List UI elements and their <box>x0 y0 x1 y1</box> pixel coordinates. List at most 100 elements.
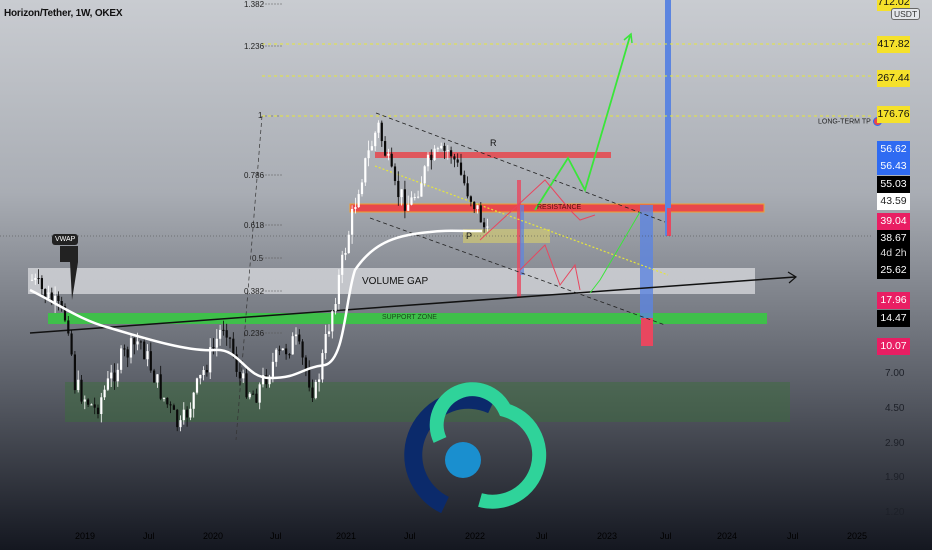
candle <box>344 253 347 255</box>
candle <box>360 182 364 195</box>
price-scale-label: 1.20 <box>885 507 905 518</box>
candle <box>288 354 291 356</box>
blue-vertical-bar <box>640 205 653 320</box>
candle <box>298 334 301 342</box>
candle <box>129 338 133 358</box>
resistance-zone <box>349 203 765 213</box>
candle <box>156 374 159 383</box>
candle <box>384 141 387 156</box>
candle <box>265 375 268 385</box>
candle <box>341 254 344 275</box>
time-axis-label: 2025 <box>847 531 868 541</box>
horizen-logo <box>445 442 481 478</box>
candle <box>77 379 80 391</box>
candle <box>189 408 192 418</box>
candle <box>73 354 76 391</box>
candle <box>443 145 446 151</box>
time-axis-label: 2019 <box>75 531 96 541</box>
candle <box>123 348 126 350</box>
bullish-arrow-head <box>623 32 633 44</box>
fib-label: 0.618 <box>244 221 265 230</box>
price-scale-label: 1.90 <box>885 472 905 483</box>
candle <box>106 378 109 390</box>
candle <box>34 278 37 280</box>
candle <box>466 183 469 197</box>
price-tag: 56.43 <box>877 158 910 175</box>
candle <box>40 278 43 290</box>
price-tag: 17.96 <box>877 292 910 309</box>
candle <box>486 226 489 228</box>
candle <box>403 189 406 211</box>
fib-label: 1.236 <box>244 42 265 51</box>
candle <box>44 289 47 299</box>
candle <box>426 154 430 167</box>
candle <box>87 399 90 405</box>
candle <box>63 306 67 321</box>
fib-label: 1.382 <box>244 0 265 9</box>
candle <box>469 196 472 202</box>
yellow-trend-line <box>374 165 669 276</box>
candle <box>219 329 222 339</box>
currency-button[interactable]: USDT <box>891 8 921 20</box>
candle <box>83 399 86 402</box>
price-tag: 14.47 <box>877 310 910 327</box>
price-scale-label: 4.50 <box>885 403 905 414</box>
candle <box>146 351 149 360</box>
candle <box>473 201 476 210</box>
candle <box>248 393 251 398</box>
candle <box>60 300 63 307</box>
candle <box>304 357 307 370</box>
candle <box>436 148 439 150</box>
candle <box>149 351 152 371</box>
candle <box>235 354 238 372</box>
candle <box>281 348 284 351</box>
candle <box>357 194 360 208</box>
candle <box>291 336 294 355</box>
candle <box>93 404 96 408</box>
candle <box>314 381 317 398</box>
r-label: R <box>490 138 497 148</box>
candle <box>324 334 327 354</box>
resistance-label: RESISTANCE <box>537 204 582 211</box>
red-vertical-bar <box>667 208 671 236</box>
candle <box>294 334 298 337</box>
candle <box>96 407 100 415</box>
candle <box>113 372 116 382</box>
price-tag: 25.62 <box>877 262 910 279</box>
candle <box>440 145 443 149</box>
candle <box>308 369 311 388</box>
candle <box>318 379 321 382</box>
candle <box>199 374 202 379</box>
candle <box>463 174 466 184</box>
symbol-title: Horizon/Tether, 1W, OKEX <box>4 8 123 19</box>
candle <box>195 378 199 393</box>
price-scale-label: 2.90 <box>885 438 905 449</box>
price-tag: 4d 2h <box>877 245 910 262</box>
candle <box>182 409 185 421</box>
candle <box>446 150 449 152</box>
candle <box>311 387 314 398</box>
candle <box>476 205 479 210</box>
candle <box>166 397 169 405</box>
candle <box>54 295 57 304</box>
candle <box>50 292 53 304</box>
channel-top <box>375 112 666 223</box>
time-axis-label: Jul <box>660 531 672 541</box>
candle <box>169 404 172 406</box>
candle <box>417 196 420 198</box>
candle <box>271 361 274 377</box>
candle <box>153 370 156 383</box>
time-axis-label: Jul <box>270 531 282 541</box>
candle <box>136 341 139 345</box>
fib-trend-line <box>235 115 263 441</box>
fib-label: 1 <box>258 111 263 120</box>
candle <box>222 329 225 331</box>
long-term-tp-label: LONG-TERM TP <box>818 117 882 126</box>
red-vertical-bar <box>641 318 653 346</box>
candle <box>202 370 205 375</box>
candle <box>301 341 304 358</box>
time-axis-label: 2020 <box>203 531 224 541</box>
candle <box>205 370 208 373</box>
